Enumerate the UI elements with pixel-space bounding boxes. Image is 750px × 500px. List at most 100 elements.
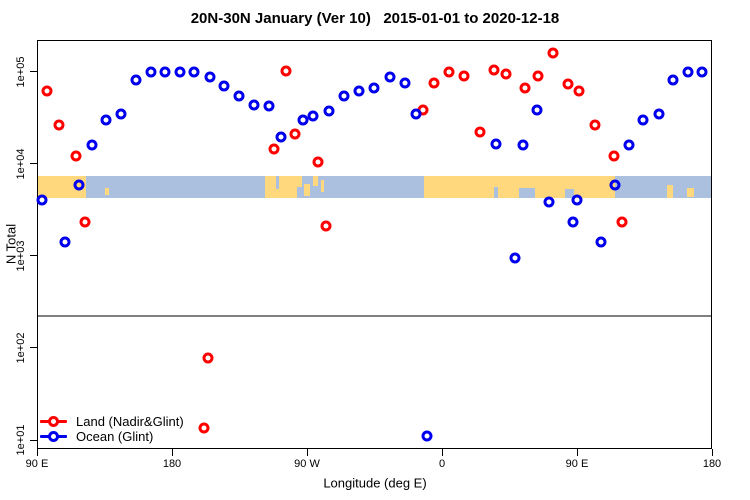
data-point-land (474, 126, 486, 138)
data-point-ocean (682, 66, 694, 78)
data-point-ocean (145, 66, 157, 78)
data-point-land (589, 119, 601, 131)
data-point-ocean (59, 236, 71, 248)
data-point-land (53, 119, 65, 131)
legend-item: Land (Nadir&Glint) (40, 414, 200, 429)
y-tick-mark (30, 347, 37, 349)
data-point-ocean (307, 110, 319, 122)
map-ocean-cutout (493, 187, 499, 199)
x-tick-label: 180 (162, 458, 182, 470)
data-point-land (428, 77, 440, 89)
x-tick-mark (171, 449, 173, 456)
data-point-land (289, 128, 301, 140)
x-tick-label: 180 (702, 458, 722, 470)
data-point-ocean (509, 252, 521, 264)
data-point-ocean (637, 114, 649, 126)
y-tick-mark (30, 439, 37, 441)
data-point-ocean (517, 139, 529, 151)
y-tick-mark (30, 255, 37, 257)
data-point-ocean (263, 100, 275, 112)
data-point-land (488, 64, 500, 76)
data-point-ocean (73, 179, 85, 191)
data-point-ocean (297, 114, 309, 126)
data-point-land (268, 143, 280, 155)
data-point-ocean (399, 77, 411, 89)
map-land-segment (667, 184, 673, 199)
x-tick-mark (306, 449, 308, 456)
data-point-ocean (275, 131, 287, 143)
map-land-segment (686, 188, 694, 198)
y-tick-label: 1e+04 (15, 148, 27, 180)
data-point-ocean (595, 236, 607, 248)
x-tick-mark (711, 449, 713, 456)
data-point-ocean (338, 90, 350, 102)
data-point-ocean (353, 85, 365, 97)
y-tick-mark (30, 71, 37, 73)
data-point-ocean (130, 74, 142, 86)
data-point-land (198, 422, 210, 434)
data-point-land (458, 70, 470, 82)
y-tick-label: 1e+01 (15, 424, 27, 456)
data-point-land (202, 352, 214, 364)
data-point-land (312, 156, 324, 168)
data-point-ocean (233, 90, 245, 102)
legend-item: Ocean (Glint) (40, 429, 200, 444)
data-point-land (70, 150, 82, 162)
data-point-ocean (384, 71, 396, 83)
data-point-ocean (188, 66, 200, 78)
map-ocean-cutout (276, 175, 280, 190)
x-tick-label: 90 W (294, 458, 320, 470)
data-point-land (608, 150, 620, 162)
data-point-land (532, 70, 544, 82)
threshold-line (37, 315, 712, 318)
data-point-ocean (218, 80, 230, 92)
y-tick-label: 1e+05 (15, 56, 27, 87)
data-point-ocean (323, 105, 335, 117)
map-land-segment (104, 188, 109, 195)
x-tick-label: 90 E (25, 458, 49, 470)
data-point-ocean (86, 139, 98, 151)
data-point-ocean (204, 71, 216, 83)
data-point-ocean (667, 74, 679, 86)
x-tick-label: 90 E (565, 458, 589, 470)
data-point-ocean (36, 194, 48, 206)
data-point-ocean (174, 66, 186, 78)
data-point-ocean (490, 138, 502, 150)
x-tick-label: 0 (438, 458, 446, 470)
map-ocean-cutout (518, 188, 535, 199)
data-point-land (547, 47, 559, 59)
data-point-ocean (368, 82, 380, 94)
data-point-land (519, 82, 531, 94)
legend-marker-circle (48, 416, 59, 427)
data-point-ocean (421, 430, 433, 442)
data-point-ocean (100, 114, 112, 126)
data-point-ocean (410, 108, 422, 120)
x-tick-mark (36, 449, 38, 456)
map-land-segment (304, 183, 310, 197)
x-axis-label: Longitude (deg E) (323, 475, 427, 491)
data-point-land (562, 78, 574, 90)
y-tick-label: 1e+03 (15, 240, 27, 272)
data-point-ocean (531, 104, 543, 116)
y-tick-label: 1e+02 (15, 332, 27, 364)
data-point-ocean (543, 196, 555, 208)
data-point-land (79, 216, 91, 228)
map-land-segment (313, 175, 318, 186)
legend-marker-circle (48, 431, 59, 442)
legend-label: Ocean (Glint) (76, 429, 154, 444)
data-point-land (280, 65, 292, 77)
chart-title: 20N-30N January (Ver 10) 2015-01-01 to 2… (190, 10, 560, 27)
data-point-ocean (115, 108, 127, 120)
data-point-land (616, 216, 628, 228)
data-point-land (320, 220, 332, 232)
data-point-ocean (567, 216, 579, 228)
map-land-segment (320, 180, 325, 192)
data-point-ocean (623, 139, 635, 151)
map-land-segment (297, 175, 302, 188)
map-ocean-cutout (565, 189, 574, 199)
x-tick-mark (441, 449, 443, 456)
data-point-land (443, 66, 455, 78)
legend-label: Land (Nadir&Glint) (76, 414, 184, 429)
data-point-ocean (609, 179, 621, 191)
data-point-land (500, 68, 512, 80)
